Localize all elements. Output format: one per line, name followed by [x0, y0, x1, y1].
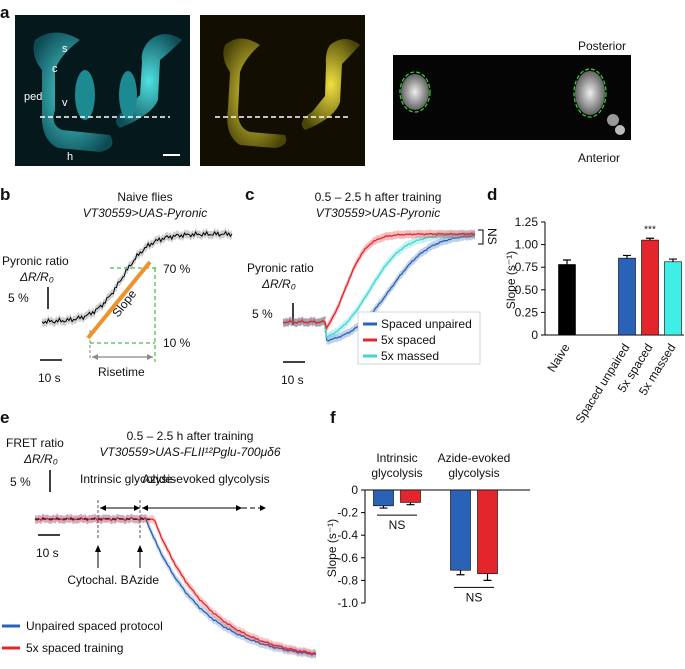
trace-line [41, 230, 233, 325]
panel-title: Naive flies [117, 190, 172, 204]
scale-label: 10 s [281, 373, 304, 387]
image-label: h [67, 151, 73, 163]
panel-title: 0.5 – 2.5 h after training [315, 190, 442, 204]
risetime-label: Risetime [98, 365, 145, 379]
error-bar [646, 237, 654, 241]
orientation-label: Anterior [578, 151, 620, 165]
y-tick-label: 0.25 [515, 305, 539, 319]
y-tick-label: 1.25 [515, 215, 539, 229]
bar-chart: 0 -0.2 -0.4 -0.6 -0.8 -1.0 Slope (s⁻¹) Intrinsi… [325, 451, 530, 610]
y-tick-label: 1.00 [515, 238, 539, 252]
legend-label: 5x spaced training [26, 641, 123, 655]
bar [641, 239, 659, 336]
y-label: Pyronic ratio [2, 254, 69, 268]
image-gray [393, 55, 631, 140]
legend: Unpaired spaced protocol 5x spaced traini… [2, 619, 163, 655]
bar [558, 264, 576, 336]
y-axis-label: Slope (s⁻¹) [325, 519, 339, 577]
x-tick-label: Naive [544, 341, 572, 375]
trace [282, 229, 476, 345]
scale-label: 5 % [10, 475, 31, 489]
error-bar [406, 502, 415, 506]
level-label: 10 % [163, 336, 191, 350]
error-bar [623, 254, 631, 259]
orientation-label: Posterior [578, 39, 626, 53]
legend-label: Unpaired spaced protocol [26, 619, 163, 633]
genotype: VT30559>UAS-Pyronic [316, 206, 440, 220]
error-bar [669, 258, 677, 262]
panel-label: d [487, 185, 497, 204]
panel-label: b [0, 185, 10, 204]
ns-label: NS [485, 228, 499, 245]
category-label: Azide-evoked glycolysis [438, 451, 511, 480]
event-label: Azide [129, 573, 159, 587]
panel-label: f [330, 408, 336, 427]
y-tick-label: -0.8 [337, 573, 358, 587]
image-cyan [15, 15, 190, 166]
panel-label: c [245, 185, 254, 204]
y-tick-label: 0.50 [515, 283, 539, 297]
y-tick-label: 0 [351, 483, 358, 497]
bar [664, 261, 682, 336]
legend: Spaced unpaired 5x spaced 5x massed [363, 317, 472, 363]
panel-label: e [0, 408, 9, 427]
scale-label: 10 s [38, 371, 61, 385]
y-tick-label: -0.6 [337, 551, 358, 565]
y-tick-label: -0.2 [337, 506, 358, 520]
trace-band [42, 227, 232, 328]
panel-title: 0.5 – 2.5 h after training [127, 429, 254, 443]
legend-label: 5x spaced [381, 333, 436, 347]
genotype: VT30559>UAS-FLII¹²Pglu-700μδ6 [100, 445, 281, 459]
bar [400, 489, 421, 503]
y-label: ΔR/R₀ [19, 270, 54, 284]
y-axis-label: Slope (s⁻¹) [504, 251, 518, 309]
bar [477, 489, 498, 574]
phase-label: Azide-evoked glycolysis [142, 472, 269, 486]
trace [34, 513, 317, 659]
image-label: ped [24, 91, 42, 103]
y-tick-label: 0.75 [515, 260, 539, 274]
annotation: NS [389, 518, 406, 532]
error-bar [563, 259, 571, 265]
scale-label: 10 s [36, 546, 59, 560]
level-label: 70 % [163, 262, 191, 276]
y-tick-label: -1.0 [337, 596, 358, 610]
image-label: c [52, 63, 58, 75]
panel-label: a [0, 3, 10, 22]
error-bar [456, 570, 465, 576]
trace [41, 227, 233, 328]
error-bar [483, 573, 492, 581]
bar [373, 489, 394, 507]
phase-label: Intrinsic glycolysis [80, 472, 176, 486]
scale-label: 5 % [8, 291, 29, 305]
bar [618, 257, 636, 336]
trace-line [282, 232, 476, 330]
genotype: VT30559>UAS-Pyronic [83, 206, 207, 220]
y-label: FRET ratio [6, 436, 64, 450]
image-yellow [200, 15, 365, 166]
event-label: Cytochal. B [67, 573, 128, 587]
y-tick-label: -0.4 [337, 528, 358, 542]
y-tick-label: 0 [531, 328, 538, 342]
error-bar [379, 505, 388, 509]
y-label: ΔR/R₀ [261, 277, 296, 291]
legend-label: Spaced unpaired [381, 317, 472, 331]
annotation: NS [466, 590, 483, 604]
image-label: v [62, 97, 68, 109]
legend-label: 5x massed [381, 349, 439, 363]
y-label: Pyronic ratio [247, 261, 314, 275]
annotation: *** [644, 224, 656, 235]
scale-label: 5 % [252, 307, 273, 321]
category-label: Intrinsic glycolysis [371, 451, 422, 480]
y-label: ΔR/R₀ [23, 452, 58, 466]
image-label: s [62, 43, 68, 55]
bar [450, 489, 471, 571]
trace-line [34, 516, 317, 655]
